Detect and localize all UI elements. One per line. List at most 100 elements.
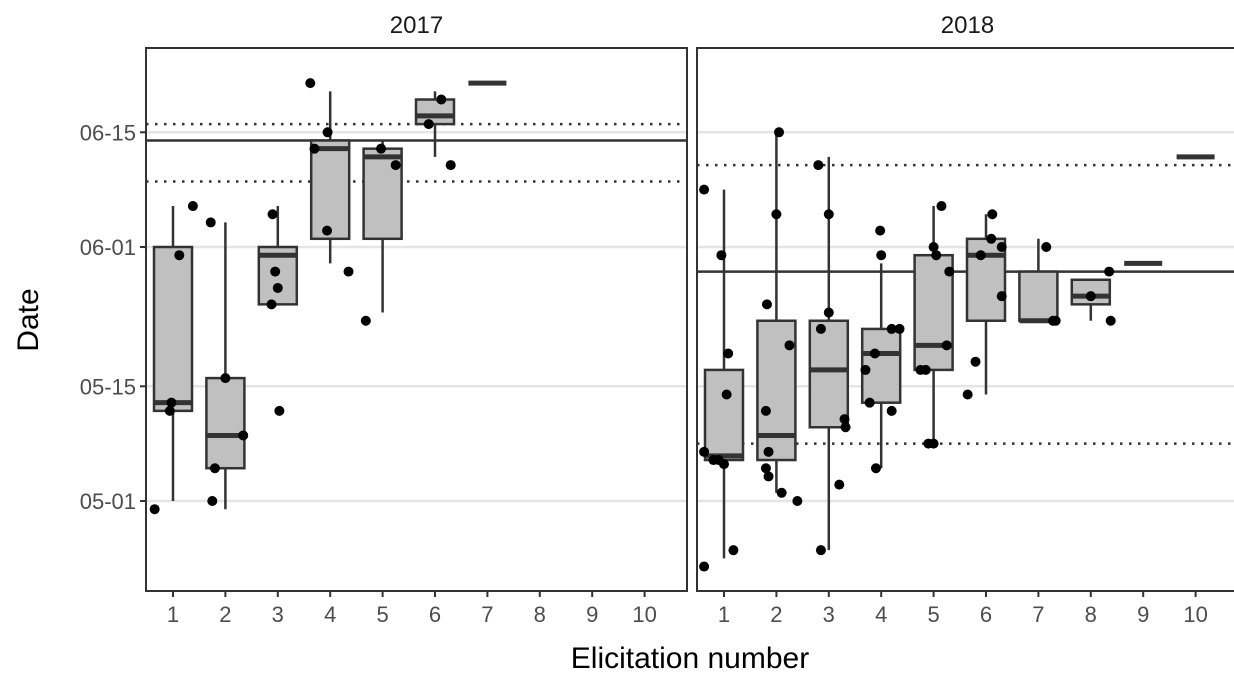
- data-point: [931, 250, 942, 261]
- data-point: [760, 405, 771, 416]
- y-tick-label: 06-15: [80, 120, 136, 145]
- box-6: [965, 237, 1007, 322]
- data-point: [886, 405, 897, 416]
- data-point: [941, 340, 952, 351]
- data-point: [207, 496, 218, 506]
- data-point: [996, 242, 1007, 252]
- x-tick-label: 2: [219, 602, 231, 627]
- data-point: [423, 119, 434, 130]
- data-point: [274, 405, 285, 416]
- data-point: [792, 496, 803, 506]
- x-tick-label: 6: [429, 602, 441, 627]
- y-tick-label: 05-15: [80, 374, 136, 399]
- data-point: [774, 127, 785, 138]
- data-point: [1050, 315, 1061, 326]
- data-point: [187, 201, 198, 212]
- data-point: [360, 315, 371, 326]
- data-point: [813, 160, 824, 171]
- data-point: [840, 422, 851, 433]
- data-point: [760, 463, 771, 474]
- data-point: [270, 266, 281, 277]
- box-4: [309, 139, 351, 241]
- data-point: [1041, 242, 1052, 252]
- y-tick-label: 06-01: [80, 235, 136, 260]
- data-point: [309, 143, 320, 154]
- data-point: [266, 299, 277, 310]
- data-point: [721, 389, 732, 400]
- x-axis-title: Elicitation number: [571, 642, 809, 673]
- box-1: [152, 245, 194, 413]
- data-point: [860, 364, 871, 375]
- panel-2017: 2017 1 2 3 4 5 6 7 8 9 10: [145, 12, 688, 627]
- data-point: [962, 389, 973, 400]
- data-point: [238, 430, 249, 441]
- data-point: [1104, 266, 1115, 277]
- data-point: [305, 78, 316, 89]
- data-point: [771, 209, 782, 220]
- data-point: [1085, 291, 1096, 302]
- y-tick-label: 05-01: [80, 489, 136, 514]
- x-tick-label: 10: [1183, 602, 1207, 627]
- x-tick-label: 3: [823, 602, 835, 627]
- data-point: [728, 545, 739, 556]
- data-point: [699, 561, 710, 572]
- x-tick-label: 6: [980, 602, 992, 627]
- data-point: [763, 446, 774, 457]
- panel-border: [145, 47, 688, 592]
- box-1: [703, 368, 745, 462]
- data-point: [436, 94, 447, 105]
- x-tick-label: 2: [770, 602, 782, 627]
- x-tick-label: 9: [1137, 602, 1149, 627]
- data-point: [761, 299, 772, 310]
- x-tick-label: 7: [481, 602, 493, 627]
- box-4: [860, 327, 902, 404]
- data-point: [719, 459, 729, 470]
- data-point: [823, 209, 834, 220]
- data-point: [209, 463, 220, 474]
- data-point: [322, 127, 333, 138]
- x-tick-label: 1: [167, 602, 179, 627]
- data-point: [936, 201, 947, 212]
- x-tick-label: 3: [272, 602, 284, 627]
- x-tick-label: 5: [376, 602, 388, 627]
- data-point: [149, 504, 160, 515]
- data-point: [699, 446, 710, 457]
- data-point: [445, 160, 456, 171]
- box-2: [205, 376, 246, 470]
- x-tick-label: 7: [1032, 602, 1044, 627]
- data-point: [944, 266, 955, 277]
- data-point: [876, 250, 887, 261]
- x-tick-label: 10: [632, 602, 656, 627]
- data-point: [875, 225, 886, 236]
- data-point: [205, 217, 216, 228]
- data-point: [869, 348, 880, 359]
- x-tick-label: 4: [324, 602, 336, 627]
- data-point: [763, 471, 774, 482]
- data-point: [723, 348, 734, 359]
- data-point: [970, 356, 981, 367]
- y-axis-title: Date: [12, 288, 45, 351]
- data-point: [784, 340, 795, 351]
- panel-2018: 2018 1 2 3 4 5 6 7 8 9 10: [696, 12, 1234, 627]
- data-point: [986, 233, 997, 244]
- data-point: [864, 397, 875, 408]
- box-6: [414, 98, 456, 126]
- data-point: [975, 250, 986, 261]
- data-point: [886, 323, 897, 334]
- data-point: [996, 291, 1007, 302]
- panel-label: 2017: [390, 12, 443, 39]
- data-point: [920, 364, 931, 375]
- data-point: [870, 463, 881, 474]
- box-7: [1018, 270, 1059, 322]
- x-tick-label: 8: [1085, 602, 1097, 627]
- data-point: [390, 160, 401, 171]
- data-point: [834, 479, 845, 490]
- data-point: [343, 266, 354, 277]
- panels: 2017 1 2 3 4 5 6 7 8 9 10 2018 1 2 3 4 5 6 7 8 9 10 05-01 05-15…: [80, 12, 1234, 627]
- data-point: [322, 225, 333, 236]
- data-point: [815, 323, 826, 334]
- data-point: [267, 209, 278, 220]
- data-point: [823, 307, 834, 318]
- data-point: [1105, 315, 1116, 326]
